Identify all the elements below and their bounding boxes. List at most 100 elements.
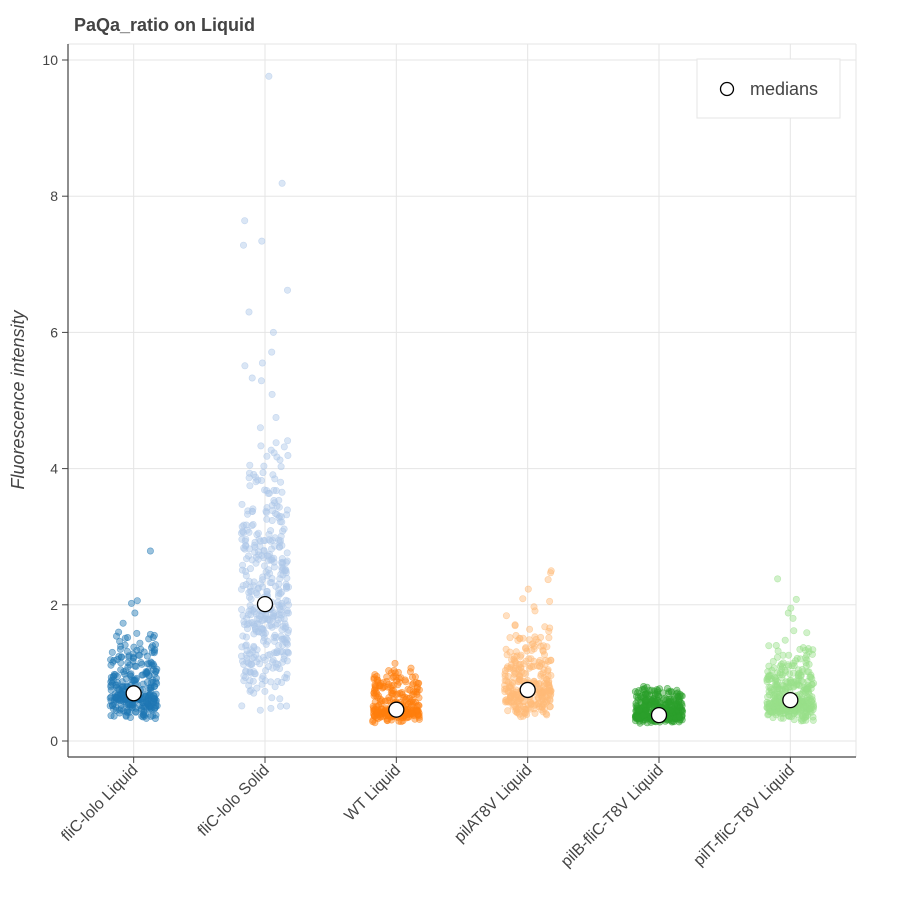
legend: medians: [696, 58, 841, 119]
data-point: [254, 529, 262, 537]
data-point: [261, 687, 269, 695]
grid: [68, 43, 857, 757]
data-point: [250, 689, 258, 697]
data-point: [405, 694, 413, 702]
data-point: [246, 482, 254, 490]
data-point: [415, 679, 423, 687]
data-point: [122, 700, 130, 708]
data-point: [412, 698, 420, 706]
outlier-point: [128, 599, 136, 607]
data-point: [260, 462, 268, 470]
data-point: [138, 705, 146, 713]
data-point: [271, 631, 279, 639]
data-point: [268, 574, 276, 582]
data-point: [502, 645, 510, 653]
data-point: [152, 641, 160, 649]
data-point: [136, 639, 144, 647]
data-point: [278, 563, 286, 571]
data-point: [115, 652, 123, 660]
data-point: [798, 665, 806, 673]
data-point: [537, 633, 545, 641]
data-point: [242, 641, 250, 649]
data-point: [241, 537, 249, 545]
median-marker: [388, 701, 405, 718]
outlier-point: [257, 377, 265, 385]
data-point: [124, 706, 132, 714]
data-point: [283, 557, 291, 565]
data-point: [398, 690, 406, 698]
data-point: [245, 528, 253, 536]
median-markers: [125, 595, 799, 724]
data-point: [397, 674, 405, 682]
data-point: [546, 702, 554, 710]
data-point: [279, 571, 287, 579]
x-tick-label: fliC-lolo Liquid: [58, 762, 141, 845]
data-point: [279, 622, 287, 630]
data-point: [247, 646, 255, 654]
data-point: [519, 634, 527, 642]
outlier-point: [241, 217, 249, 225]
data-point: [793, 681, 801, 689]
outlier-point: [546, 597, 554, 605]
outlier-point: [781, 636, 789, 644]
data-point: [284, 451, 292, 459]
data-point: [279, 641, 287, 649]
data-point: [257, 442, 265, 450]
data-point: [413, 683, 421, 691]
data-point: [778, 674, 786, 682]
data-point: [277, 463, 285, 471]
data-point: [150, 692, 158, 700]
x-tick-label: pilT-fliC-T8V Liquid: [691, 762, 799, 870]
data-point: [261, 536, 269, 544]
data-point: [386, 696, 394, 704]
data-point: [138, 671, 146, 679]
median-marker: [782, 691, 799, 709]
data-point: [280, 525, 288, 533]
data-point: [278, 602, 286, 610]
data-point: [246, 668, 254, 676]
axes: 0 2 4 6 8 10 fliC-lolo Liquid fliC-lolo Solid WT…: [42, 44, 856, 871]
data-point: [809, 716, 817, 724]
data-point: [547, 671, 555, 679]
outlier-point: [150, 631, 158, 639]
data-point: [501, 688, 509, 696]
data-point: [283, 657, 291, 665]
data-point: [150, 682, 158, 690]
data-point: [525, 655, 533, 663]
data-point: [377, 679, 385, 687]
data-point: [376, 697, 384, 705]
data-point: [272, 659, 280, 667]
data-point: [244, 625, 252, 633]
data-point: [150, 649, 158, 657]
outlier-point: [524, 585, 532, 593]
data-point: [250, 541, 258, 549]
data-point: [642, 696, 650, 704]
data-point: [786, 670, 794, 678]
data-point: [659, 689, 667, 697]
data-point: [256, 706, 264, 714]
data-point: [259, 653, 267, 661]
data-point: [268, 694, 276, 702]
data-point: [264, 663, 272, 671]
data-point: [267, 527, 275, 535]
data-point: [255, 628, 263, 636]
data-point: [510, 652, 518, 660]
data-point: [278, 599, 286, 607]
data-point: [283, 582, 291, 590]
data-point: [525, 664, 533, 672]
outlier-point: [774, 575, 782, 583]
data-point: [242, 633, 250, 641]
data-point: [372, 708, 380, 716]
legend-median-symbol: [719, 81, 735, 97]
outlier-point: [789, 614, 797, 622]
data-point: [506, 648, 514, 656]
legend-label: medians: [750, 79, 818, 99]
y-tick-label: 6: [50, 324, 58, 340]
data-point: [404, 711, 412, 719]
data-point: [137, 658, 145, 666]
data-point: [791, 657, 799, 665]
data-point: [395, 717, 403, 725]
data-point: [538, 703, 546, 711]
data-point: [267, 446, 275, 454]
data-point: [238, 535, 246, 543]
